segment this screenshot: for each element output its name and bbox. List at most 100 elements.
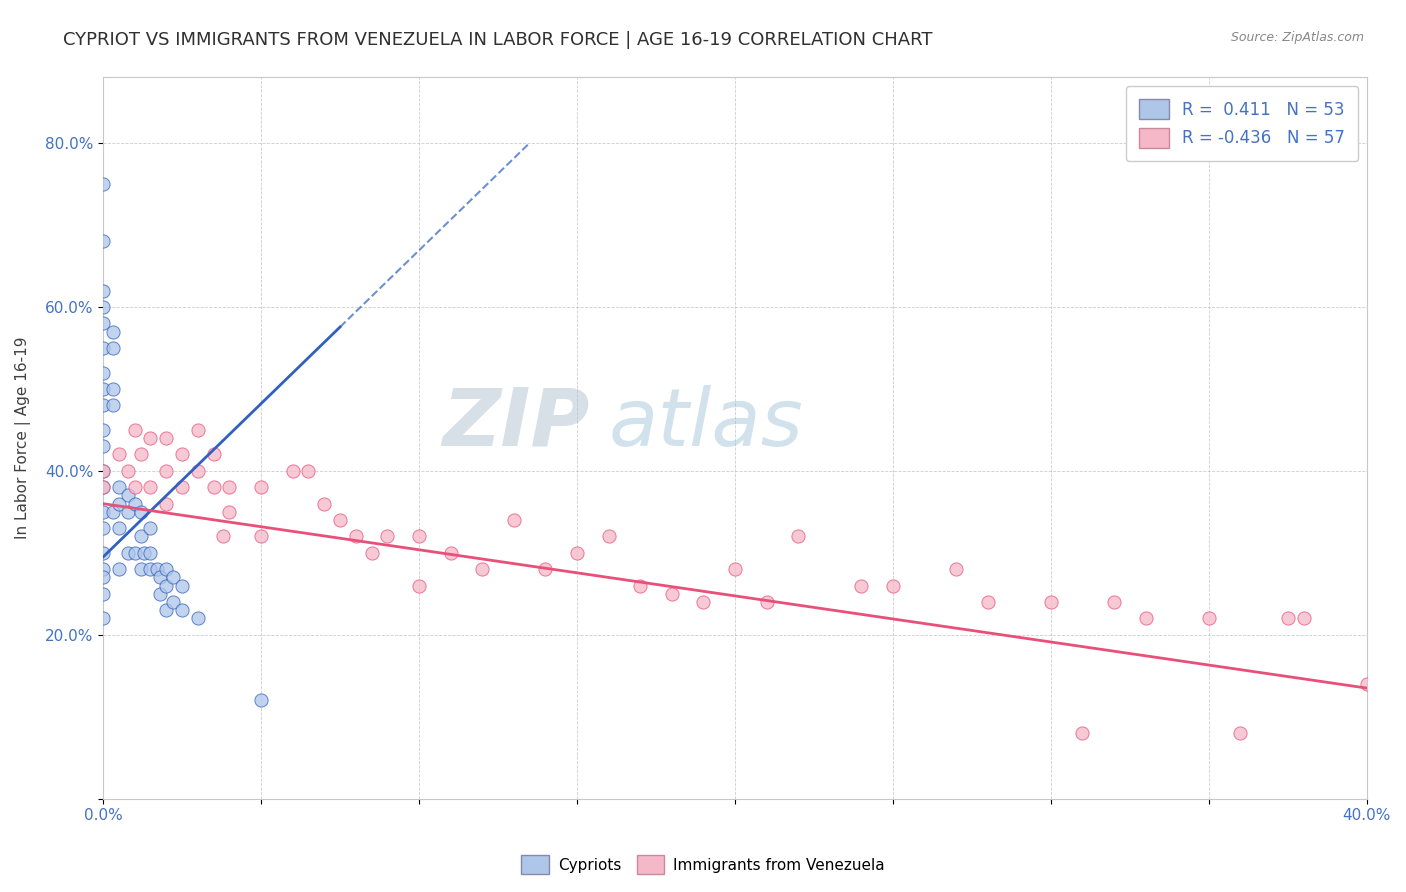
Legend: Cypriots, Immigrants from Venezuela: Cypriots, Immigrants from Venezuela	[515, 849, 891, 880]
Point	[851, 579, 873, 593]
Point	[91, 423, 114, 437]
Point	[1292, 611, 1315, 625]
Point	[101, 325, 124, 339]
Point	[329, 513, 352, 527]
Point	[124, 423, 146, 437]
Point	[124, 546, 146, 560]
Point	[91, 382, 114, 396]
Point	[91, 341, 114, 355]
Point	[101, 341, 124, 355]
Point	[129, 562, 152, 576]
Point	[108, 521, 131, 535]
Point	[534, 562, 557, 576]
Point	[155, 603, 177, 617]
Point	[945, 562, 967, 576]
Point	[155, 497, 177, 511]
Point	[155, 431, 177, 445]
Point	[101, 398, 124, 412]
Point	[91, 439, 114, 453]
Point	[91, 284, 114, 298]
Point	[129, 505, 152, 519]
Point	[91, 464, 114, 478]
Point	[134, 546, 156, 560]
Point	[91, 316, 114, 330]
Point	[162, 595, 184, 609]
Point	[202, 480, 225, 494]
Point	[297, 464, 319, 478]
Point	[117, 464, 139, 478]
Point	[162, 570, 184, 584]
Point	[172, 579, 194, 593]
Point	[91, 235, 114, 249]
Point	[187, 464, 209, 478]
Point	[139, 521, 162, 535]
Point	[1071, 726, 1094, 740]
Point	[155, 579, 177, 593]
Point	[187, 423, 209, 437]
Point	[108, 448, 131, 462]
Point	[692, 595, 714, 609]
Text: Source: ZipAtlas.com: Source: ZipAtlas.com	[1230, 31, 1364, 45]
Point	[187, 611, 209, 625]
Point	[91, 546, 114, 560]
Point	[882, 579, 904, 593]
Point	[129, 529, 152, 543]
Point	[139, 480, 162, 494]
Point	[787, 529, 810, 543]
Point	[91, 521, 114, 535]
Point	[1277, 611, 1299, 625]
Point	[250, 693, 273, 707]
Point	[250, 480, 273, 494]
Point	[314, 497, 336, 511]
Point	[172, 448, 194, 462]
Point	[91, 587, 114, 601]
Point	[124, 497, 146, 511]
Point	[101, 382, 124, 396]
Point	[108, 497, 131, 511]
Point	[91, 505, 114, 519]
Point	[91, 562, 114, 576]
Point	[117, 546, 139, 560]
Point	[149, 587, 172, 601]
Point	[91, 480, 114, 494]
Point	[218, 505, 240, 519]
Point	[172, 603, 194, 617]
Point	[565, 546, 588, 560]
Text: CYPRIOT VS IMMIGRANTS FROM VENEZUELA IN LABOR FORCE | AGE 16-19 CORRELATION CHAR: CYPRIOT VS IMMIGRANTS FROM VENEZUELA IN …	[63, 31, 932, 49]
Y-axis label: In Labor Force | Age 16-19: In Labor Force | Age 16-19	[15, 337, 31, 540]
Point	[344, 529, 367, 543]
Point	[139, 546, 162, 560]
Point	[1102, 595, 1125, 609]
Point	[91, 366, 114, 380]
Point	[1135, 611, 1157, 625]
Point	[146, 562, 169, 576]
Point	[218, 480, 240, 494]
Point	[1355, 677, 1378, 691]
Point	[139, 562, 162, 576]
Point	[155, 464, 177, 478]
Point	[91, 300, 114, 314]
Point	[250, 529, 273, 543]
Point	[598, 529, 620, 543]
Point	[440, 546, 463, 560]
Point	[91, 464, 114, 478]
Point	[91, 480, 114, 494]
Point	[471, 562, 494, 576]
Point	[172, 480, 194, 494]
Text: atlas: atlas	[609, 384, 803, 463]
Point	[377, 529, 399, 543]
Point	[91, 570, 114, 584]
Point	[724, 562, 747, 576]
Point	[139, 431, 162, 445]
Point	[360, 546, 382, 560]
Point	[408, 579, 430, 593]
Point	[108, 480, 131, 494]
Point	[129, 448, 152, 462]
Point	[976, 595, 998, 609]
Point	[91, 398, 114, 412]
Point	[108, 562, 131, 576]
Point	[628, 579, 651, 593]
Text: ZIP: ZIP	[443, 384, 589, 463]
Point	[502, 513, 524, 527]
Point	[124, 480, 146, 494]
